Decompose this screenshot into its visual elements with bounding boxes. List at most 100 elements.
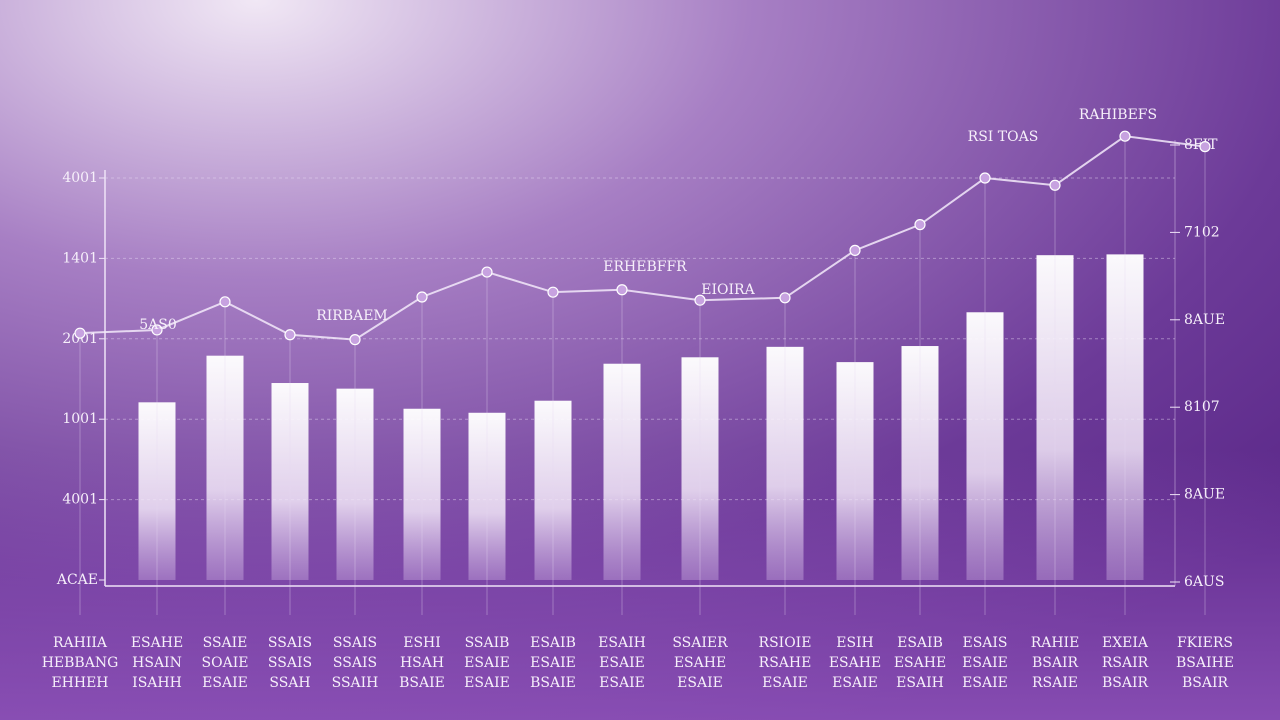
- x-tick-label: BSAIR: [1032, 655, 1079, 671]
- x-tick-label: BSAIHE: [1176, 655, 1234, 671]
- bar: [206, 355, 244, 580]
- x-tick-label: ESAIE: [832, 675, 878, 691]
- x-tick-label: ESAIH: [896, 675, 944, 691]
- bar: [1106, 254, 1144, 580]
- x-tick-label: RAHIE: [1031, 635, 1080, 651]
- x-tick-label: SSAIER: [672, 635, 728, 651]
- x-tick-label: BSAIR: [1102, 675, 1149, 691]
- bar: [336, 388, 374, 580]
- line-point: [416, 291, 428, 303]
- x-tick-label: ESAIB: [897, 635, 943, 651]
- line-point: [694, 294, 706, 306]
- x-tick-label: ESAIH: [598, 635, 646, 651]
- x-tick-label: SSAIS: [333, 635, 377, 651]
- x-tick-label: ESAIE: [464, 655, 510, 671]
- line-point: [849, 244, 861, 256]
- y2-tick-label: 6AUS: [1184, 574, 1224, 590]
- annotation: RAHIBEFS: [1079, 107, 1157, 123]
- line-point: [1199, 141, 1211, 153]
- y-tick-label: 4001: [62, 492, 98, 508]
- bar: [1036, 255, 1074, 580]
- line-point: [1049, 179, 1061, 191]
- x-tick-label: RSAHE: [759, 655, 812, 671]
- bar: [534, 400, 572, 580]
- line-point: [914, 219, 926, 231]
- x-tick-label: ESAIE: [599, 675, 645, 691]
- x-tick-label: SSAIS: [268, 655, 312, 671]
- bar: [901, 346, 939, 580]
- annotation: RIRBAEM: [316, 308, 388, 324]
- line-point: [1119, 130, 1131, 142]
- y-tick-label: 2001: [62, 331, 98, 347]
- line-point: [349, 334, 361, 346]
- line-point: [284, 329, 296, 341]
- x-tick-label: SSAIS: [268, 635, 312, 651]
- x-tick-label: ESAIE: [202, 675, 248, 691]
- bar: [271, 383, 309, 580]
- x-tick-label: ESAIE: [599, 655, 645, 671]
- x-tick-label: ESAIE: [762, 675, 808, 691]
- x-tick-label: ESAIE: [530, 655, 576, 671]
- x-tick-label: ESAHE: [894, 655, 946, 671]
- x-tick-label: RSAIE: [1032, 675, 1078, 691]
- x-tick-label: SSAH: [269, 675, 310, 691]
- x-tick-label: EXEIA: [1102, 635, 1149, 651]
- y-tick-label: 1001: [62, 411, 98, 427]
- x-tick-label: BSAIE: [399, 675, 445, 691]
- x-tick-label: RSIOIE: [759, 635, 812, 651]
- x-tick-label: ESAIE: [962, 675, 1008, 691]
- annotation: RSI TOAS: [968, 129, 1039, 145]
- x-tick-label: SSAIH: [332, 675, 379, 691]
- annotation: EIOIRA: [701, 282, 755, 298]
- annotation: ERHEBFFR: [603, 259, 687, 275]
- x-tick-label: HSAH: [400, 655, 444, 671]
- x-tick-label: ESHI: [403, 635, 441, 651]
- line-point: [779, 292, 791, 304]
- line-point: [219, 296, 231, 308]
- x-tick-label: SSAIB: [465, 635, 510, 651]
- x-tick-label: ESAIE: [677, 675, 723, 691]
- bar: [603, 363, 641, 580]
- line-point: [151, 324, 163, 336]
- bar: [681, 357, 719, 580]
- bar: [836, 362, 874, 580]
- bar: [766, 346, 804, 580]
- x-tick-label: ESIH: [836, 635, 874, 651]
- x-tick-label: ESAIB: [530, 635, 576, 651]
- y2-tick-label: 8107: [1184, 399, 1220, 415]
- x-tick-label: ESAIE: [464, 675, 510, 691]
- y-tick-label: 1401: [62, 250, 98, 266]
- x-tick-label: ESAIS: [962, 635, 1007, 651]
- bar: [468, 412, 506, 580]
- x-tick-label: FKIERS: [1177, 635, 1233, 651]
- x-tick-label: RAHIIA: [53, 635, 108, 651]
- bar: [403, 408, 441, 580]
- line-point: [547, 286, 559, 298]
- line-point: [979, 172, 991, 184]
- x-tick-label: ESAHE: [131, 635, 183, 651]
- bar: [138, 402, 176, 580]
- bar: [966, 312, 1004, 580]
- y-tick-label: ACAE: [56, 572, 98, 588]
- x-tick-label: ESAHE: [674, 655, 726, 671]
- x-tick-label: EHHEH: [51, 675, 108, 691]
- x-tick-label: BSAIE: [530, 675, 576, 691]
- line-point: [74, 327, 86, 339]
- y2-tick-label: 8AUE: [1184, 487, 1225, 503]
- x-tick-label: HEBBANG: [42, 655, 119, 671]
- x-tick-label: ESAIE: [962, 655, 1008, 671]
- line-point: [616, 284, 628, 296]
- x-tick-label: ISAHH: [132, 675, 182, 691]
- x-tick-label: SSAIE: [203, 635, 248, 651]
- x-tick-label: RSAIR: [1102, 655, 1149, 671]
- line-point: [481, 266, 493, 278]
- y2-tick-label: 7102: [1184, 224, 1220, 240]
- x-tick-label: SOAIE: [202, 655, 249, 671]
- y-tick-label: 4001: [62, 170, 98, 186]
- x-tick-label: ESAHE: [829, 655, 881, 671]
- y2-tick-label: 8AUE: [1184, 312, 1225, 328]
- annotation: 5AS0: [139, 317, 177, 333]
- x-tick-label: SSAIS: [333, 655, 377, 671]
- x-tick-label: BSAIR: [1182, 675, 1229, 691]
